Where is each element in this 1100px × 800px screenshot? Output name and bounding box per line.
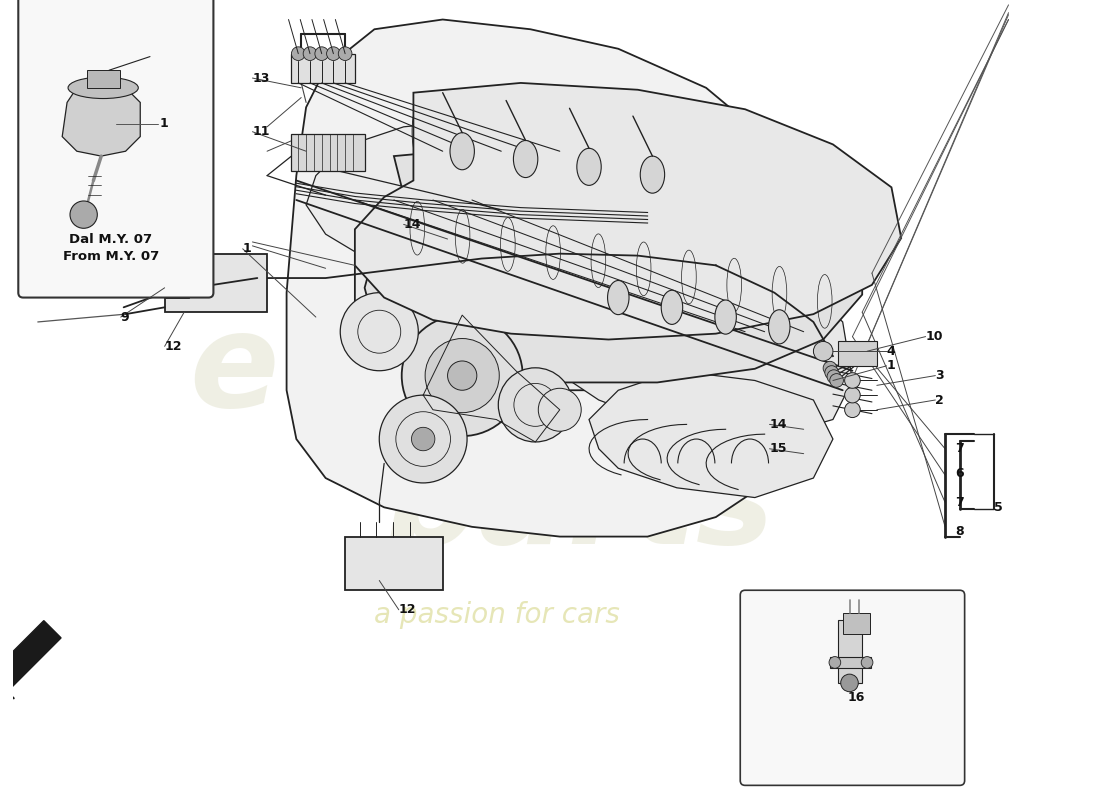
Ellipse shape xyxy=(640,156,664,193)
Text: 8: 8 xyxy=(955,526,964,538)
Text: 9: 9 xyxy=(121,310,130,323)
Circle shape xyxy=(813,342,833,361)
Text: 7: 7 xyxy=(955,496,964,509)
Bar xyxy=(292,134,364,170)
Text: 16: 16 xyxy=(848,691,865,704)
Circle shape xyxy=(425,338,499,413)
Polygon shape xyxy=(287,19,833,537)
Circle shape xyxy=(845,373,860,388)
Text: 5: 5 xyxy=(994,501,1003,514)
Polygon shape xyxy=(355,117,813,390)
Text: 1: 1 xyxy=(887,359,895,372)
Text: 11: 11 xyxy=(252,126,270,138)
Text: 2: 2 xyxy=(935,394,944,406)
Text: 13: 13 xyxy=(252,71,270,85)
Ellipse shape xyxy=(514,141,538,178)
Circle shape xyxy=(829,374,844,387)
Ellipse shape xyxy=(607,281,629,314)
Text: euro: euro xyxy=(189,307,528,434)
Ellipse shape xyxy=(804,181,823,238)
Bar xyxy=(345,537,442,590)
Circle shape xyxy=(448,361,476,390)
Ellipse shape xyxy=(580,134,601,197)
Text: 12: 12 xyxy=(399,603,416,616)
Bar xyxy=(292,54,355,83)
Polygon shape xyxy=(306,117,676,273)
Polygon shape xyxy=(588,370,833,498)
Bar xyxy=(830,657,871,668)
Text: 12: 12 xyxy=(165,340,183,353)
Circle shape xyxy=(70,201,97,228)
Circle shape xyxy=(402,315,522,436)
Ellipse shape xyxy=(576,148,602,186)
Circle shape xyxy=(861,657,873,668)
FancyArrow shape xyxy=(0,621,62,704)
Circle shape xyxy=(411,427,434,450)
Circle shape xyxy=(315,47,329,61)
Circle shape xyxy=(340,293,418,370)
Ellipse shape xyxy=(412,98,434,165)
Bar xyxy=(838,619,862,683)
Text: 3: 3 xyxy=(935,369,944,382)
FancyBboxPatch shape xyxy=(19,0,213,298)
Circle shape xyxy=(327,47,340,61)
Text: 1: 1 xyxy=(243,242,252,255)
Circle shape xyxy=(304,47,317,61)
Circle shape xyxy=(292,47,305,61)
Bar xyxy=(87,70,120,88)
Ellipse shape xyxy=(68,77,139,98)
Polygon shape xyxy=(364,146,862,382)
Text: 14: 14 xyxy=(770,418,786,431)
Circle shape xyxy=(840,674,858,692)
Polygon shape xyxy=(355,83,901,339)
Text: 14: 14 xyxy=(404,218,421,231)
Ellipse shape xyxy=(450,133,474,170)
Circle shape xyxy=(825,366,838,379)
Circle shape xyxy=(823,362,837,375)
Text: parts: parts xyxy=(384,444,774,571)
FancyBboxPatch shape xyxy=(740,590,965,786)
Text: 6: 6 xyxy=(955,466,964,480)
Ellipse shape xyxy=(692,158,712,218)
Ellipse shape xyxy=(468,110,490,175)
Circle shape xyxy=(845,387,860,403)
Polygon shape xyxy=(63,83,140,156)
Ellipse shape xyxy=(748,169,768,228)
Bar xyxy=(838,342,877,366)
Ellipse shape xyxy=(636,146,657,207)
Circle shape xyxy=(379,395,467,483)
Text: 15: 15 xyxy=(770,442,786,455)
Text: a passion for cars: a passion for cars xyxy=(374,601,620,629)
Text: 10: 10 xyxy=(925,330,943,343)
Bar xyxy=(165,254,267,312)
Circle shape xyxy=(827,370,840,383)
Circle shape xyxy=(538,388,581,431)
Polygon shape xyxy=(540,254,852,439)
Circle shape xyxy=(339,47,352,61)
Bar xyxy=(165,268,189,298)
Circle shape xyxy=(498,368,572,442)
Text: From M.Y. 07: From M.Y. 07 xyxy=(63,250,160,263)
Text: 1: 1 xyxy=(160,118,168,130)
Circle shape xyxy=(829,657,840,668)
Ellipse shape xyxy=(715,300,736,334)
Bar xyxy=(843,613,870,634)
Text: Dal M.Y. 07: Dal M.Y. 07 xyxy=(69,233,153,246)
Text: 4: 4 xyxy=(887,345,895,358)
Circle shape xyxy=(845,402,860,418)
Text: 7: 7 xyxy=(955,442,964,455)
Ellipse shape xyxy=(661,290,683,324)
Ellipse shape xyxy=(524,122,546,186)
Ellipse shape xyxy=(769,310,790,344)
